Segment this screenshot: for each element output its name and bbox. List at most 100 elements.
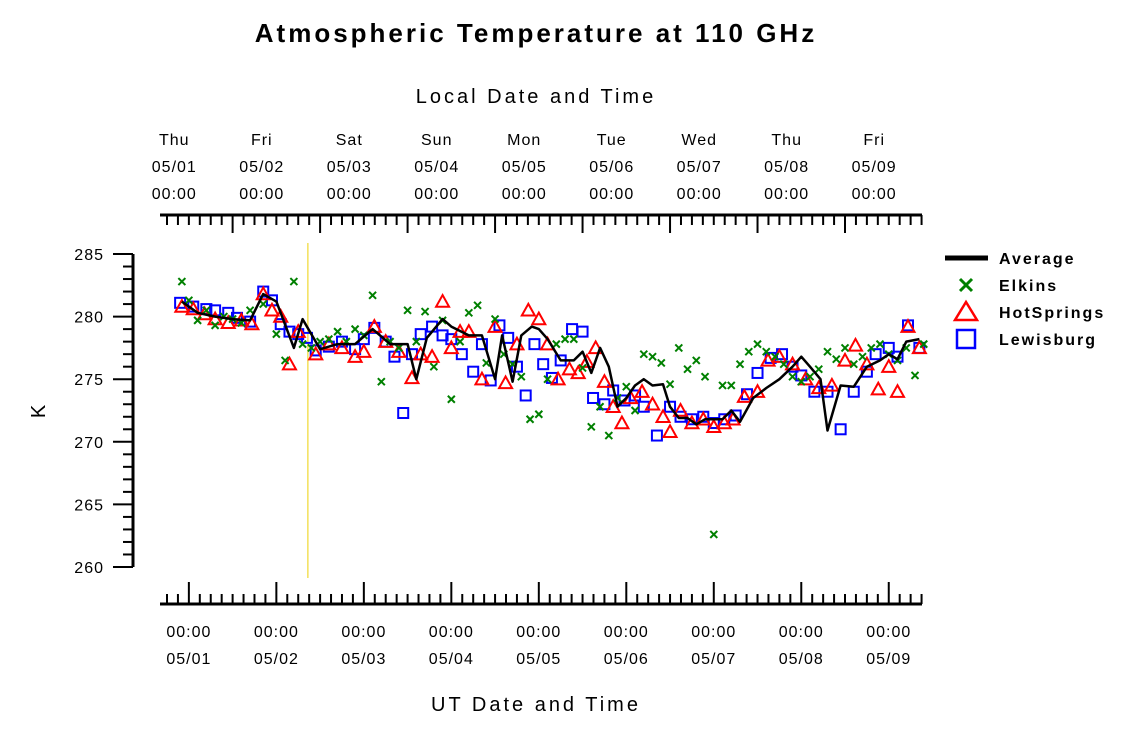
x-marker-stroke [177,277,187,286]
point-hotsprings [434,293,451,308]
point-elkins [770,352,780,361]
point-lewisburg [869,348,882,361]
top-tick-date: 05/09 [852,159,897,176]
x-marker-stroke [753,339,762,349]
legend: Average Elkins HotSprings Lewisburg [945,251,1103,350]
top-tick-day: Sat [336,132,363,149]
point-hotsprings [443,339,460,355]
point-elkins [473,301,482,310]
point-hotsprings [173,298,191,313]
x-marker-stroke [377,377,386,386]
point-elkins [307,343,316,353]
point-lewisburg [467,365,480,378]
x-marker-stroke [674,343,683,353]
x-marker-stroke [735,359,745,369]
point-hotsprings [263,301,281,317]
point-elkins [779,359,788,369]
x-marker-stroke [394,343,404,353]
bottom-tick-date: 05/05 [516,651,561,668]
x-marker-stroke [823,347,832,356]
top-tick-time: 00:00 [852,186,897,203]
point-hotsprings [255,285,272,301]
x-marker-stroke [692,356,701,365]
x-marker-stroke [245,306,255,315]
legend-item-hotsprings: HotSprings [952,299,1103,322]
legend-swatch [955,328,977,350]
point-elkins [867,343,876,353]
x-marker-stroke [814,364,823,374]
point-elkins [377,377,386,386]
point-lewisburg [309,344,322,357]
point-elkins [534,410,544,419]
x-marker-stroke [910,371,920,380]
point-elkins [578,363,587,373]
x-marker-stroke [298,339,307,349]
point-elkins [259,299,268,309]
x-marker-stroke [744,347,753,356]
top-tick-time: 00:00 [677,186,722,203]
top-tick-time: 00:00 [152,186,197,203]
point-elkins [788,372,797,381]
x-marker-stroke [587,422,596,431]
x-marker-stroke [552,339,561,349]
point-elkins [832,354,841,364]
top-tick-day: Tue [597,132,627,149]
bottom-tick-time: 00:00 [341,624,386,641]
point-elkins [350,324,360,334]
x-marker-stroke [560,334,570,344]
top-tick-time: 00:00 [502,186,547,203]
x-marker-stroke [368,291,377,300]
x-marker-stroke [788,372,797,381]
y-tick-label: 285 [74,247,104,264]
point-hotsprings [460,323,478,338]
point-hotsprings [911,339,928,355]
bottom-tick-time: 00:00 [779,624,824,641]
x-marker-stroke [272,329,281,339]
point-elkins [464,308,474,318]
point-elkins [193,316,202,325]
bottom-tick-date: 05/01 [166,651,211,668]
x-marker-stroke [718,381,727,390]
point-lewisburg [847,385,860,398]
point-hotsprings [633,383,651,398]
x-marker-stroke [333,327,342,336]
x-marker-stroke [464,308,474,318]
point-elkins [622,382,631,391]
point-hotsprings [847,336,864,352]
x-marker-stroke [779,359,788,369]
x-marker-stroke [902,343,911,353]
point-hotsprings [870,380,887,396]
point-hotsprings [355,343,373,358]
y-tick-label: 280 [74,310,104,327]
bottom-tick-date: 05/04 [429,651,474,668]
legend-swatch [952,299,980,322]
point-hotsprings [823,376,841,392]
point-lewisburg [528,338,541,351]
top-tick-day: Fri [863,132,885,149]
x-marker-stroke [202,306,211,315]
bottom-tick-time: 00:00 [429,624,474,641]
bottom-tick-time: 00:00 [604,624,649,641]
point-elkins [700,372,710,381]
point-lewisburg [566,323,579,336]
point-lewisburg [587,391,600,404]
top-tick-date: 05/05 [502,159,547,176]
x-marker-stroke [569,334,579,344]
point-hotsprings [880,358,897,373]
x-marker-stroke [289,277,299,286]
top-tick-day: Wed [681,132,717,149]
point-elkins [692,356,701,365]
x-marker-stroke [858,352,867,361]
bottom-axis-title: UT Date and Time [431,694,641,716]
x-marker-stroke [762,347,771,356]
bottom-tick-date: 05/03 [341,651,386,668]
x-marker-stroke [797,377,806,386]
series-elkins [177,277,928,539]
point-elkins [709,530,718,539]
point-elkins [595,402,605,411]
x-marker-stroke [727,381,736,390]
series-average [181,292,920,432]
point-lewisburg [300,331,313,344]
series-layer [173,277,928,539]
